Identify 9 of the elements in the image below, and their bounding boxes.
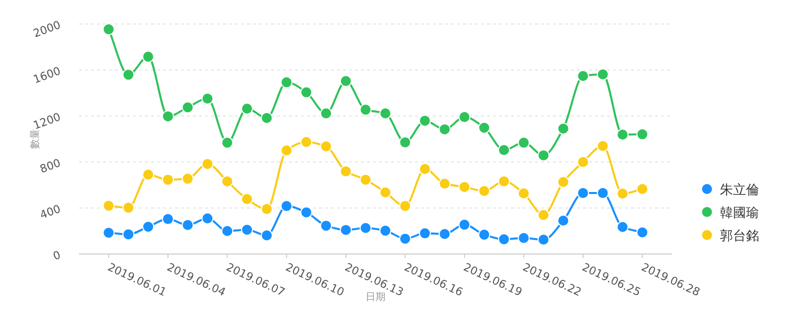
legend-label: 郭台銘 [720, 229, 759, 244]
y-tick-label: 0 [51, 248, 62, 263]
y-tick-label: 400 [38, 202, 62, 222]
legend-label: 韓國瑜 [720, 206, 759, 221]
y-tick-label: 800 [38, 156, 62, 176]
y-tick-label: 2000 [32, 18, 62, 40]
legend-label: 朱立倫 [720, 182, 759, 198]
y-axis-title: 數量 [29, 129, 41, 149]
y-tick-label: 1600 [32, 64, 62, 86]
